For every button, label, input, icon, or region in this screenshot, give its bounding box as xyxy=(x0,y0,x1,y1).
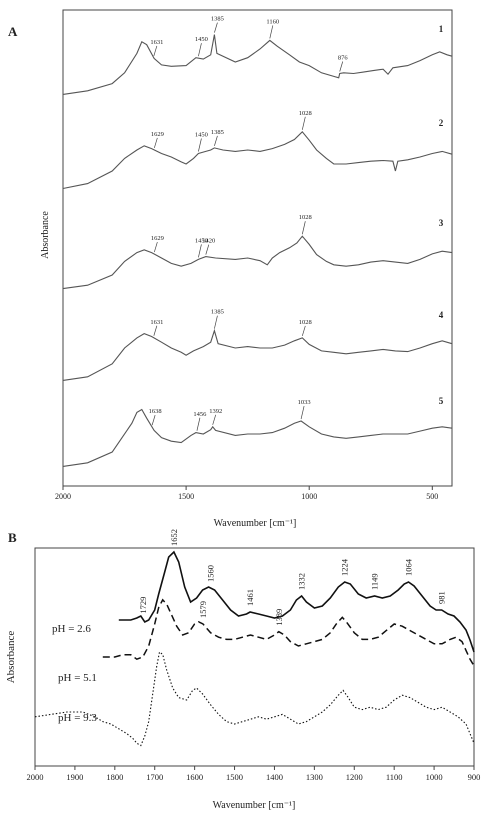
b-annotation-dashed-1579: 1579 xyxy=(198,601,208,618)
b-tick-label-1900: 1900 xyxy=(66,772,83,782)
panel-a-frame xyxy=(62,9,453,487)
a-annotation-leader-1-1631 xyxy=(153,45,158,57)
b-annotation-solid-1461: 1461 xyxy=(245,589,255,606)
a-annotation-5-1033: 1033 xyxy=(298,399,311,406)
b-annotation-dashed-1389: 1389 xyxy=(274,609,284,626)
a-annotation-1-1385: 1385 xyxy=(211,16,224,23)
a-annotation-leader-2-1450 xyxy=(198,138,202,152)
b-tick-label-2000: 2000 xyxy=(27,772,44,782)
b-annotation-solid-1560: 1560 xyxy=(206,565,216,582)
a-annotation-5-1638: 1638 xyxy=(149,408,162,415)
a-spectrum-number-5: 5 xyxy=(439,396,444,406)
b-annotation-solid-981: 981 xyxy=(437,591,447,604)
panel-b-x-ticks: 2000 1900 1800 1700 1600 1500 1400 1300 1200 1100… xyxy=(27,766,481,782)
a-annotation-2-1450: 1450 xyxy=(195,132,208,139)
b-series-label-dotted: pH = 9.3 xyxy=(58,712,97,724)
a-annotation-leader-2-1028 xyxy=(301,116,306,130)
b-annotation-solid-1064: 1064 xyxy=(404,558,414,576)
a-annotation-3-1629: 1629 xyxy=(151,235,164,242)
a-annotation-leader-4-1385 xyxy=(214,315,218,329)
a-annotation-3-1028: 1028 xyxy=(299,214,312,221)
b-tick-label-1100: 1100 xyxy=(386,772,403,782)
a-annotation-leader-4-1028 xyxy=(301,325,306,337)
panel-a-xlabel: Wavenumber [cm⁻¹] xyxy=(214,518,297,529)
b-annotation-solid-1332: 1332 xyxy=(297,573,307,590)
a-annotation-1-1450: 1450 xyxy=(195,36,208,43)
a-annotation-5-1392: 1392 xyxy=(209,408,222,415)
a-spectrum-number-4: 4 xyxy=(439,310,444,320)
b-tick-label-1000: 1000 xyxy=(426,772,443,782)
a-spectrum-line-4 xyxy=(62,328,453,381)
a-annotation-4-1028: 1028 xyxy=(299,319,312,326)
b-tick-label-1700: 1700 xyxy=(146,772,163,782)
a-annotation-leader-1-1385 xyxy=(214,22,218,33)
a-annotation-leader-5-1033 xyxy=(300,405,305,420)
a-annotation-1-1631: 1631 xyxy=(150,39,163,46)
a-tick-label-1000: 1000 xyxy=(301,492,317,501)
b-tick-label-1500: 1500 xyxy=(226,772,243,782)
a-tick-label-2000: 2000 xyxy=(55,492,71,501)
b-series-line-dotted xyxy=(34,651,475,747)
b-tick-label-1200: 1200 xyxy=(346,772,363,782)
b-annotation-solid-1224: 1224 xyxy=(340,558,350,576)
b-annotation-solid-1729: 1729 xyxy=(138,597,148,614)
panel-b-ylabel: Absorbance xyxy=(5,631,17,684)
b-series-line-dashed xyxy=(102,598,475,667)
a-annotation-leader-2-1629 xyxy=(154,137,158,149)
b-annotation-solid-1149: 1149 xyxy=(370,573,380,590)
b-tick-label-1400: 1400 xyxy=(266,772,283,782)
panel-b-frame xyxy=(34,547,475,767)
panel-a-ylabel: Absorbance xyxy=(40,211,51,259)
a-annotation-2-1028: 1028 xyxy=(299,110,312,117)
panel-a-letter: A xyxy=(8,24,18,39)
a-annotation-4-1631: 1631 xyxy=(150,319,163,326)
a-annotation-leader-1-1450 xyxy=(198,43,202,57)
a-annotation-leader-5-1638 xyxy=(151,415,156,426)
a-spectrum-line-3 xyxy=(62,235,453,290)
a-spectrum-line-1 xyxy=(62,34,453,95)
a-tick-label-1500: 1500 xyxy=(178,492,194,501)
a-annotation-1-876: 876 xyxy=(338,55,349,62)
a-annotation-leader-3-1420 xyxy=(205,244,210,255)
panel-b-xlabel: Wavenumber [cm⁻¹] xyxy=(213,800,296,811)
panel-b-series: pH = 2.6 1652 1560 1461 1332 1224 1149 1064 981 1… xyxy=(34,529,475,747)
a-annotation-4-1385: 1385 xyxy=(211,309,224,316)
panel-b: B Absorbance Wavenumber [cm⁻¹] 2000 1900 1… xyxy=(5,529,480,811)
panel-b-letter: B xyxy=(8,530,17,545)
a-annotation-leader-3-1629 xyxy=(154,241,158,253)
a-annotation-leader-1-876 xyxy=(339,61,344,72)
b-tick-label-1800: 1800 xyxy=(106,772,123,782)
a-annotation-leader-2-1385 xyxy=(214,135,218,147)
a-annotation-3-1450: 1450 xyxy=(195,237,208,244)
b-annotation-solid-1652: 1652 xyxy=(169,529,179,546)
a-annotation-3-1420: 1420 xyxy=(202,238,215,245)
a-annotation-2-1385: 1385 xyxy=(211,129,224,136)
b-tick-label-1300: 1300 xyxy=(306,772,323,782)
a-annotation-leader-1-1160 xyxy=(269,25,274,39)
b-series-label-dashed: pH = 5.1 xyxy=(58,672,97,684)
a-spectrum-number-3: 3 xyxy=(439,218,444,228)
a-annotation-leader-3-1450 xyxy=(198,244,202,258)
a-spectrum-number-1: 1 xyxy=(439,24,444,34)
b-tick-label-900: 900 xyxy=(468,772,481,782)
b-tick-label-1600: 1600 xyxy=(186,772,203,782)
b-series-label-solid: pH = 2.6 xyxy=(52,623,91,635)
panel-a: A Absorbance Wavenumber [cm⁻¹] 2000 1500 1… xyxy=(8,9,453,529)
panel-a-x-ticks: 2000 1500 1000 500 xyxy=(55,486,438,501)
a-annotation-leader-5-1392 xyxy=(212,414,217,425)
a-annotation-leader-4-1631 xyxy=(153,325,158,336)
a-annotation-leader-3-1028 xyxy=(301,221,306,235)
a-spectrum-number-2: 2 xyxy=(439,118,444,128)
a-annotation-5-1456: 1456 xyxy=(193,411,207,418)
b-series-line-solid xyxy=(118,550,475,653)
a-spectrum-line-5 xyxy=(62,408,453,467)
a-annotation-1-1160: 1160 xyxy=(266,18,279,25)
a-tick-label-500: 500 xyxy=(426,492,438,501)
a-spectrum-line-2 xyxy=(62,130,453,190)
a-annotation-leader-5-1456 xyxy=(196,417,201,431)
a-annotation-2-1629: 1629 xyxy=(151,131,164,138)
